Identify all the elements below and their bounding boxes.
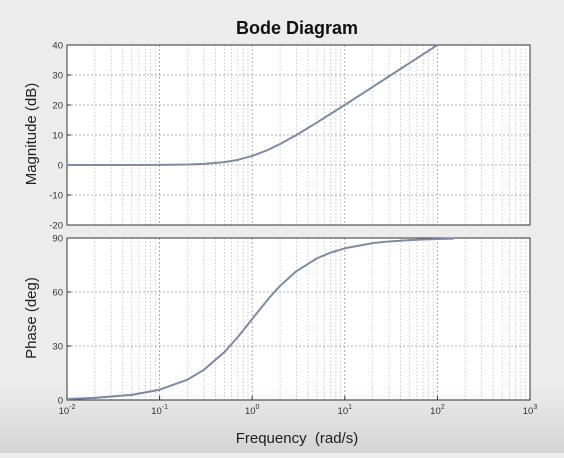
magnitude-y-tick-label: 40 [52,41,63,52]
magnitude-axes-frame [66,44,531,226]
x-tick-label: 101 [338,404,353,417]
magnitude-y-tick-label: 0 [58,161,63,172]
magnitude-axis-label: Magnitude (dB) [23,83,40,186]
phase-panel: 0 30 60 90 10-2 10-1 100 101 102 103 [52,234,537,418]
magnitude-y-tick-label: 30 [52,71,63,82]
phase-y-tick-label: 90 [52,234,63,245]
x-tick-label: 10-2 [59,404,76,417]
phase-axis-label: Phase (deg) [23,277,40,359]
magnitude-y-tick-label: 20 [52,101,63,112]
x-tick-label: 103 [523,404,538,417]
magnitude-y-tick-label: 10 [52,131,63,142]
x-tick-label: 100 [245,404,260,417]
phase-axes-frame [66,237,531,401]
frequency-axis-label: Frequency (rad/s) [236,430,359,447]
magnitude-y-tick-label: -20 [49,221,63,232]
phase-plot-area [67,238,530,400]
phase-y-tick-label: 30 [52,342,63,353]
phase-y-tick-label: 60 [52,288,63,299]
magnitude-panel: -20 -10 0 10 20 30 40 [49,41,531,232]
magnitude-y-tick-label: -10 [49,191,63,202]
x-tick-label: 10-1 [151,404,168,417]
magnitude-response-line [67,44,438,166]
phase-response-line [66,237,454,400]
x-tick-label: 102 [430,404,445,417]
phase-y-tick-label: 0 [58,396,63,407]
chart-title: Bode Diagram [236,18,358,38]
